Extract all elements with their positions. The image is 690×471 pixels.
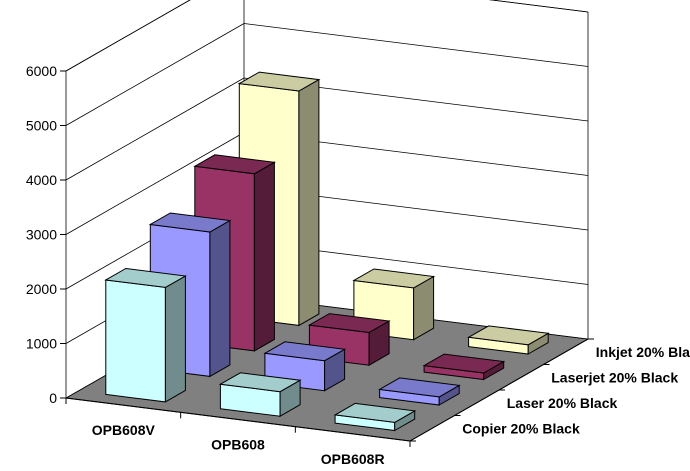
y-tick-label: 0 [49,390,57,406]
bar-copier-20-black-opb608v [104,267,187,403]
bar-inkjet-20-black-opb608r [467,325,550,355]
gridline-side [65,132,245,235]
gridline-back [243,23,589,67]
y-tick-label: 1000 [26,336,57,352]
wall-edge [65,0,191,72]
bar-laser-20-black-opb608r [378,377,461,406]
chart-labels: 0 1000 2000 3000 4000 5000 6000 OPB608V OPB608 OP… [26,63,690,467]
series-label: Laserjet 20% Black [551,369,678,385]
series-label: Inkjet 20% Black [596,344,690,360]
bar-copier-20-black-opb608r [333,402,417,432]
chart-back-wall [244,0,588,339]
y-tick-label: 5000 [26,118,57,134]
gridline-side [65,77,245,181]
y-tick-label: 2000 [26,281,57,297]
bar-copier-20-black-opb608 [218,372,302,418]
category-label: OPB608 [211,437,265,453]
y-tick-label: 3000 [26,227,57,243]
chart-bars [104,71,550,432]
y-tick-label: 4000 [26,172,57,188]
gridline-side [65,23,245,126]
series-label: Copier 20% Black [462,420,580,436]
series-label: Laser 20% Black [507,395,618,411]
y-tick-label: 6000 [26,63,57,79]
category-label: OPB608V [92,422,156,438]
category-axis-line [65,397,411,442]
wall-edge [488,0,589,13]
bar-laserjet-20-black-opb608r [422,353,506,381]
category-label: OPB608R [321,451,385,467]
